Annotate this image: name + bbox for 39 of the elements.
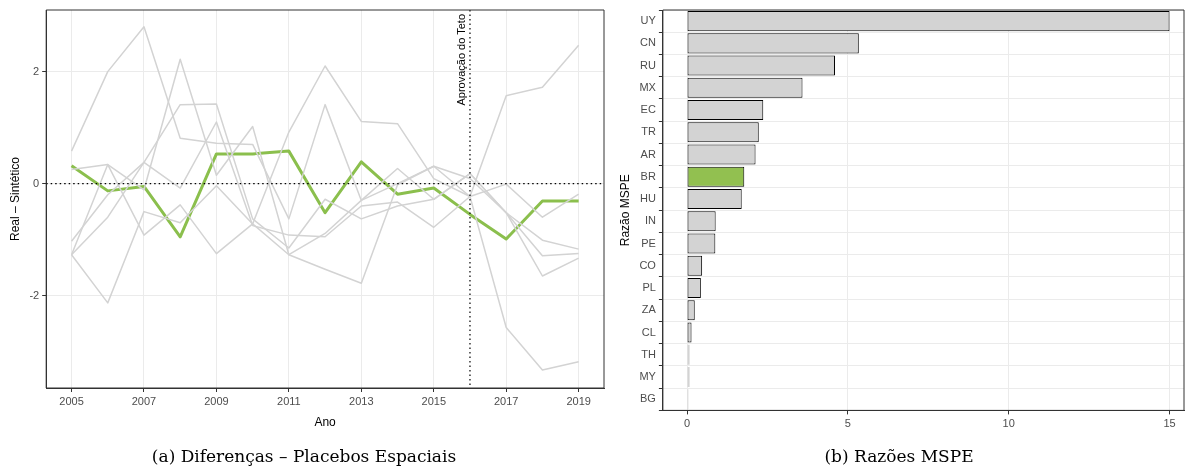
y-tick-label: UY xyxy=(640,14,657,27)
x-axis-title: Ano xyxy=(314,414,337,429)
y-tick-label: ZA xyxy=(641,303,657,316)
y-axis-title: Razão MSPE xyxy=(617,174,632,247)
x-tick-label: 2007 xyxy=(131,394,157,407)
y-tick-label: AR xyxy=(640,147,656,160)
y-axis-title: Real – Sintético xyxy=(7,156,22,242)
x-tick-label: 15 xyxy=(1163,417,1176,430)
y-tick-label: 0 xyxy=(33,176,40,189)
y-tick-label: EC xyxy=(640,103,656,116)
y-tick-label: TR xyxy=(641,125,656,138)
y-tick-label: CL xyxy=(641,325,656,338)
y-tick-label: BR xyxy=(640,169,656,182)
x-tick-label: 5 xyxy=(844,417,851,430)
y-tick-label: -2 xyxy=(29,288,40,301)
y-tick-label: MX xyxy=(639,80,657,93)
y-tick-label: 2 xyxy=(33,64,40,77)
x-tick-label: 0 xyxy=(683,417,691,430)
x-tick-label: 2013 xyxy=(349,394,374,407)
y-tick-label: PE xyxy=(641,236,656,249)
x-tick-label: 2017 xyxy=(493,394,519,407)
x-tick-label: 2015 xyxy=(421,394,446,407)
y-tick-label: PL xyxy=(642,281,656,294)
y-tick-label: RU xyxy=(640,58,656,71)
x-tick-label: 2009 xyxy=(204,394,229,407)
x-tick-label: 10 xyxy=(1002,417,1015,430)
y-tick-label: BG xyxy=(639,392,656,405)
y-tick-label: HU xyxy=(640,192,656,205)
x-tick-label: 2011 xyxy=(277,394,301,407)
y-tick-label: TH xyxy=(641,347,656,360)
x-tick-label: 2005 xyxy=(59,394,84,407)
y-tick-label: CN xyxy=(640,36,656,49)
x-tick-label: 2019 xyxy=(566,394,591,407)
y-tick-label: MY xyxy=(639,370,657,383)
y-tick-label: IN xyxy=(644,214,656,227)
text: (a) Diferenças – Placebos Espaciais xyxy=(151,446,457,467)
ref-line-label: Aprovação do Teto xyxy=(454,14,467,106)
text: (b) Razões MSPE xyxy=(824,446,974,467)
y-tick-label: CO xyxy=(639,258,657,271)
